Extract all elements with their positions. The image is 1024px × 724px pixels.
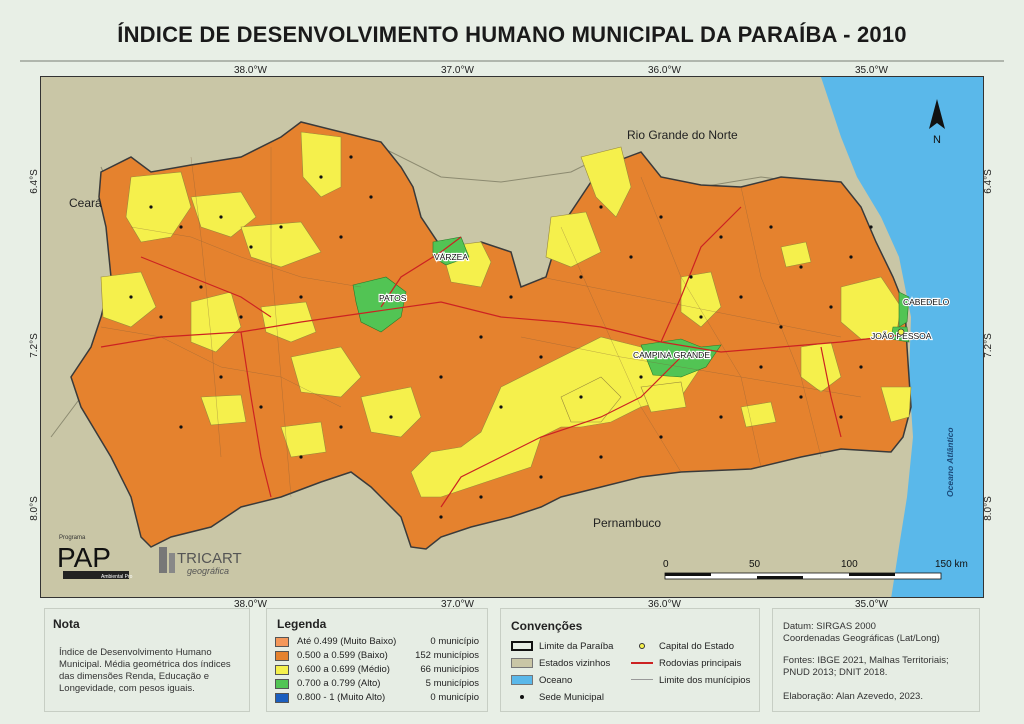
conv-seat: Sede Municipal bbox=[511, 690, 604, 704]
coord-bottom-35: 35.0°W bbox=[855, 599, 888, 610]
coord-bottom-38: 38.0°W bbox=[234, 599, 267, 610]
label-ocean: Oceano Atlântico bbox=[945, 427, 955, 497]
coord-left-64: 6.4°S bbox=[28, 169, 40, 194]
cabedelo-area bbox=[898, 291, 910, 328]
tricart-logo: TRICART geográfica bbox=[159, 547, 242, 576]
north-label: N bbox=[933, 134, 941, 146]
idh-medio-regions bbox=[100, 131, 912, 498]
municipal-seats bbox=[129, 155, 873, 519]
legend-swatch bbox=[275, 636, 289, 647]
coord-top-36: 36.0°W bbox=[648, 65, 681, 76]
info-panel: Datum: SIRGAS 2000 Coordenadas Geográfic… bbox=[772, 608, 980, 712]
conv-roads: Rodovias principais bbox=[631, 656, 741, 670]
pap-logo: Programa PAP Ambiental Pro bbox=[57, 535, 133, 580]
coord-top-35: 35.0°W bbox=[855, 65, 888, 76]
city-labels: VÁRZEA PATOS CAMPINA GRANDE CABEDELO JOÃ… bbox=[378, 251, 951, 361]
conventions-title: Convenções bbox=[511, 619, 583, 633]
svg-text:Ambiental Pro: Ambiental Pro bbox=[101, 574, 133, 580]
coord-left-72: 7.2°S bbox=[28, 333, 40, 358]
legend-item-alto: 0.700 a 0.799 (Alto) 5 municípios bbox=[275, 677, 479, 690]
conv-limit: Limite da Paraíba bbox=[511, 639, 613, 653]
seat-symbol bbox=[511, 692, 533, 702]
svg-text:50: 50 bbox=[749, 559, 761, 570]
legend-panel: Legenda Até 0.499 (Muito Baixo) 0 municí… bbox=[266, 608, 488, 712]
main-roads bbox=[100, 206, 902, 508]
capital-symbol bbox=[631, 641, 653, 651]
limit-symbol bbox=[511, 641, 533, 651]
coord-right-72: 7.2°S bbox=[982, 333, 994, 358]
label-ceara: Ceará bbox=[69, 196, 102, 210]
sources-text: Fontes: IBGE 2021, Malhas Territoriais; … bbox=[783, 655, 949, 678]
coord-top-38: 38.0°W bbox=[234, 65, 267, 76]
idh-alto-regions bbox=[352, 236, 910, 378]
conventions-panel: Convenções Limite da Paraíba Estados viz… bbox=[500, 608, 760, 712]
svg-text:Programa: Programa bbox=[59, 535, 86, 541]
coord-top-37: 37.0°W bbox=[441, 65, 474, 76]
map-canvas: Rio Grande do Norte Ceará Pernambuco Oce… bbox=[41, 77, 983, 597]
patos-area bbox=[352, 276, 407, 333]
label-campina-grande: CAMPINA GRANDE bbox=[633, 350, 710, 360]
datum-text: Datum: SIRGAS 2000 bbox=[783, 621, 876, 632]
svg-text:150 km: 150 km bbox=[935, 559, 968, 570]
label-cabedelo: CABEDELO bbox=[903, 297, 950, 307]
legend-item-medio: 0.600 a 0.699 (Médio) 66 municípios bbox=[275, 663, 479, 676]
note-text: Índice de Desenvolvimento Humano Municip… bbox=[59, 647, 231, 694]
legend-item-baixo: 0.500 a 0.599 (Baixo) 152 municípios bbox=[275, 649, 479, 662]
conv-ocean: Oceano bbox=[511, 673, 572, 687]
capital-marker bbox=[897, 328, 905, 336]
north-arrow: N bbox=[929, 99, 945, 146]
label-varzea: VÁRZEA bbox=[434, 252, 468, 262]
title-divider bbox=[20, 60, 1004, 62]
conv-states: Estados vizinhos bbox=[511, 656, 610, 670]
scale-bar: 0 50 100 150 km bbox=[663, 559, 968, 580]
map-title: ÍNDICE DE DESENVOLVIMENTO HUMANO MUNICIP… bbox=[117, 22, 907, 47]
legend-swatch bbox=[275, 678, 289, 689]
coord-bottom-36: 36.0°W bbox=[648, 599, 681, 610]
coord-right-64: 6.4°S bbox=[982, 169, 994, 194]
svg-text:0: 0 bbox=[663, 559, 669, 570]
legend-swatch bbox=[275, 664, 289, 675]
varzea-area bbox=[432, 236, 470, 266]
coord-bottom-37: 37.0°W bbox=[441, 599, 474, 610]
label-pernambuco: Pernambuco bbox=[593, 516, 661, 530]
road-symbol bbox=[631, 658, 653, 668]
legend-swatch bbox=[275, 692, 289, 703]
author-text: Elaboração: Alan Azevedo, 2023. bbox=[783, 691, 923, 702]
svg-text:geográfica: geográfica bbox=[187, 566, 229, 576]
coord-system-text: Coordenadas Geográficas (Lat/Long) bbox=[783, 633, 940, 644]
legend-item-muito-alto: 0.800 - 1 (Muito Alto) 0 município bbox=[275, 691, 479, 704]
coord-left-80: 8.0°S bbox=[28, 496, 40, 521]
svg-text:PAP: PAP bbox=[57, 542, 111, 573]
label-rio-grande-do-norte: Rio Grande do Norte bbox=[627, 128, 738, 142]
coord-right-80: 8.0°S bbox=[982, 496, 994, 521]
ocean-area bbox=[821, 77, 983, 597]
svg-text:100: 100 bbox=[841, 559, 858, 570]
legend-title: Legenda bbox=[277, 617, 327, 631]
conv-capital: Capital do Estado bbox=[631, 639, 734, 653]
muni-symbol bbox=[631, 675, 653, 685]
map-frame: Rio Grande do Norte Ceará Pernambuco Oce… bbox=[40, 76, 984, 598]
municipal-borders bbox=[100, 147, 862, 498]
label-patos: PATOS bbox=[379, 293, 407, 303]
legend-swatch bbox=[275, 650, 289, 661]
conv-muni: Limite dos munícipios bbox=[631, 673, 750, 687]
states-symbol bbox=[511, 658, 533, 668]
note-panel: Nota Índice de Desenvolvimento Humano Mu… bbox=[44, 608, 250, 712]
label-joao-pessoa: JOÃO PESSOA bbox=[871, 331, 932, 341]
svg-text:TRICART: TRICART bbox=[177, 550, 242, 567]
legend-item-muito-baixo: Até 0.499 (Muito Baixo) 0 município bbox=[275, 635, 479, 648]
ocean-symbol bbox=[511, 675, 533, 685]
note-title: Nota bbox=[53, 617, 80, 631]
